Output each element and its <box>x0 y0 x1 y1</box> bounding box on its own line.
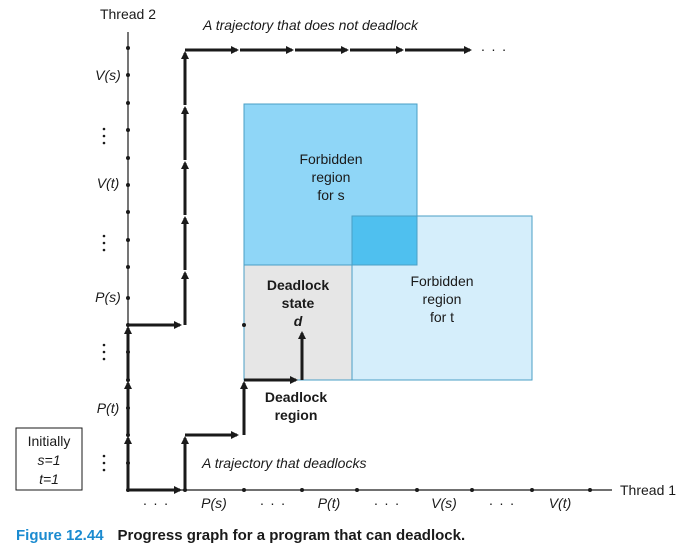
forbidden-s-line2: region <box>312 169 351 185</box>
x-ellipsis-2: · · · <box>260 495 287 511</box>
progress-graph: Forbidden region for s Forbidden region … <box>15 6 676 511</box>
deadlock-state-line1: Deadlock <box>267 277 329 293</box>
y-label-vt: V(t) <box>97 175 120 191</box>
x-label-vs: V(s) <box>431 495 457 511</box>
y-axis-ellipsis <box>102 127 106 472</box>
x-axis-grid-dots <box>126 488 592 492</box>
y-label-vs: V(s) <box>95 67 121 83</box>
initial-state-line2: s=1 <box>38 452 61 468</box>
y-axis-title: Thread 2 <box>100 6 156 22</box>
x-ellipsis-4: · · · <box>489 495 516 511</box>
y-label-pt: P(t) <box>97 400 120 416</box>
deadlock-state-line2: state <box>282 295 315 311</box>
x-label-vt: V(t) <box>549 495 572 511</box>
trajectory-no-deadlock-label: A trajectory that does not deadlock <box>202 17 419 33</box>
deadlock-state-line3: d <box>294 313 303 329</box>
deadlock-state-region <box>243 264 353 381</box>
forbidden-s-line1: Forbidden <box>299 151 362 167</box>
figure-caption-text: Progress graph for a program that can de… <box>117 527 466 544</box>
deadlock-region-line2: region <box>275 407 318 423</box>
figure-caption: Figure 12.44 Progress graph for a program… <box>16 527 465 544</box>
trajectory-deadlock-label: A trajectory that deadlocks <box>201 455 366 471</box>
trajectory-deadlock <box>128 331 306 494</box>
deadlock-point-dot <box>242 323 246 327</box>
x-axis-title: Thread 1 <box>620 482 676 498</box>
trajectory-no-deadlock <box>124 46 472 490</box>
forbidden-s-line3: for s <box>317 187 344 203</box>
x-ellipsis-1: · · · <box>143 495 170 511</box>
forbidden-t-line1: Forbidden <box>410 273 473 289</box>
x-label-ps: P(s) <box>201 495 227 511</box>
x-ellipsis-3: · · · <box>374 495 401 511</box>
forbidden-t-line2: region <box>423 291 462 307</box>
deadlock-region-line1: Deadlock <box>265 389 327 405</box>
initial-state-box <box>15 427 83 491</box>
trajectory-no-deadlock-ellipsis: · · · <box>481 41 508 57</box>
initial-state-line1: Initially <box>28 433 71 449</box>
initial-state-line3: t=1 <box>39 471 59 487</box>
x-label-pt: P(t) <box>318 495 341 511</box>
forbidden-t-line3: for t <box>430 309 454 325</box>
figure-number: Figure 12.44 <box>16 527 104 544</box>
y-label-ps: P(s) <box>95 289 121 305</box>
forbidden-region-overlap <box>351 215 418 266</box>
